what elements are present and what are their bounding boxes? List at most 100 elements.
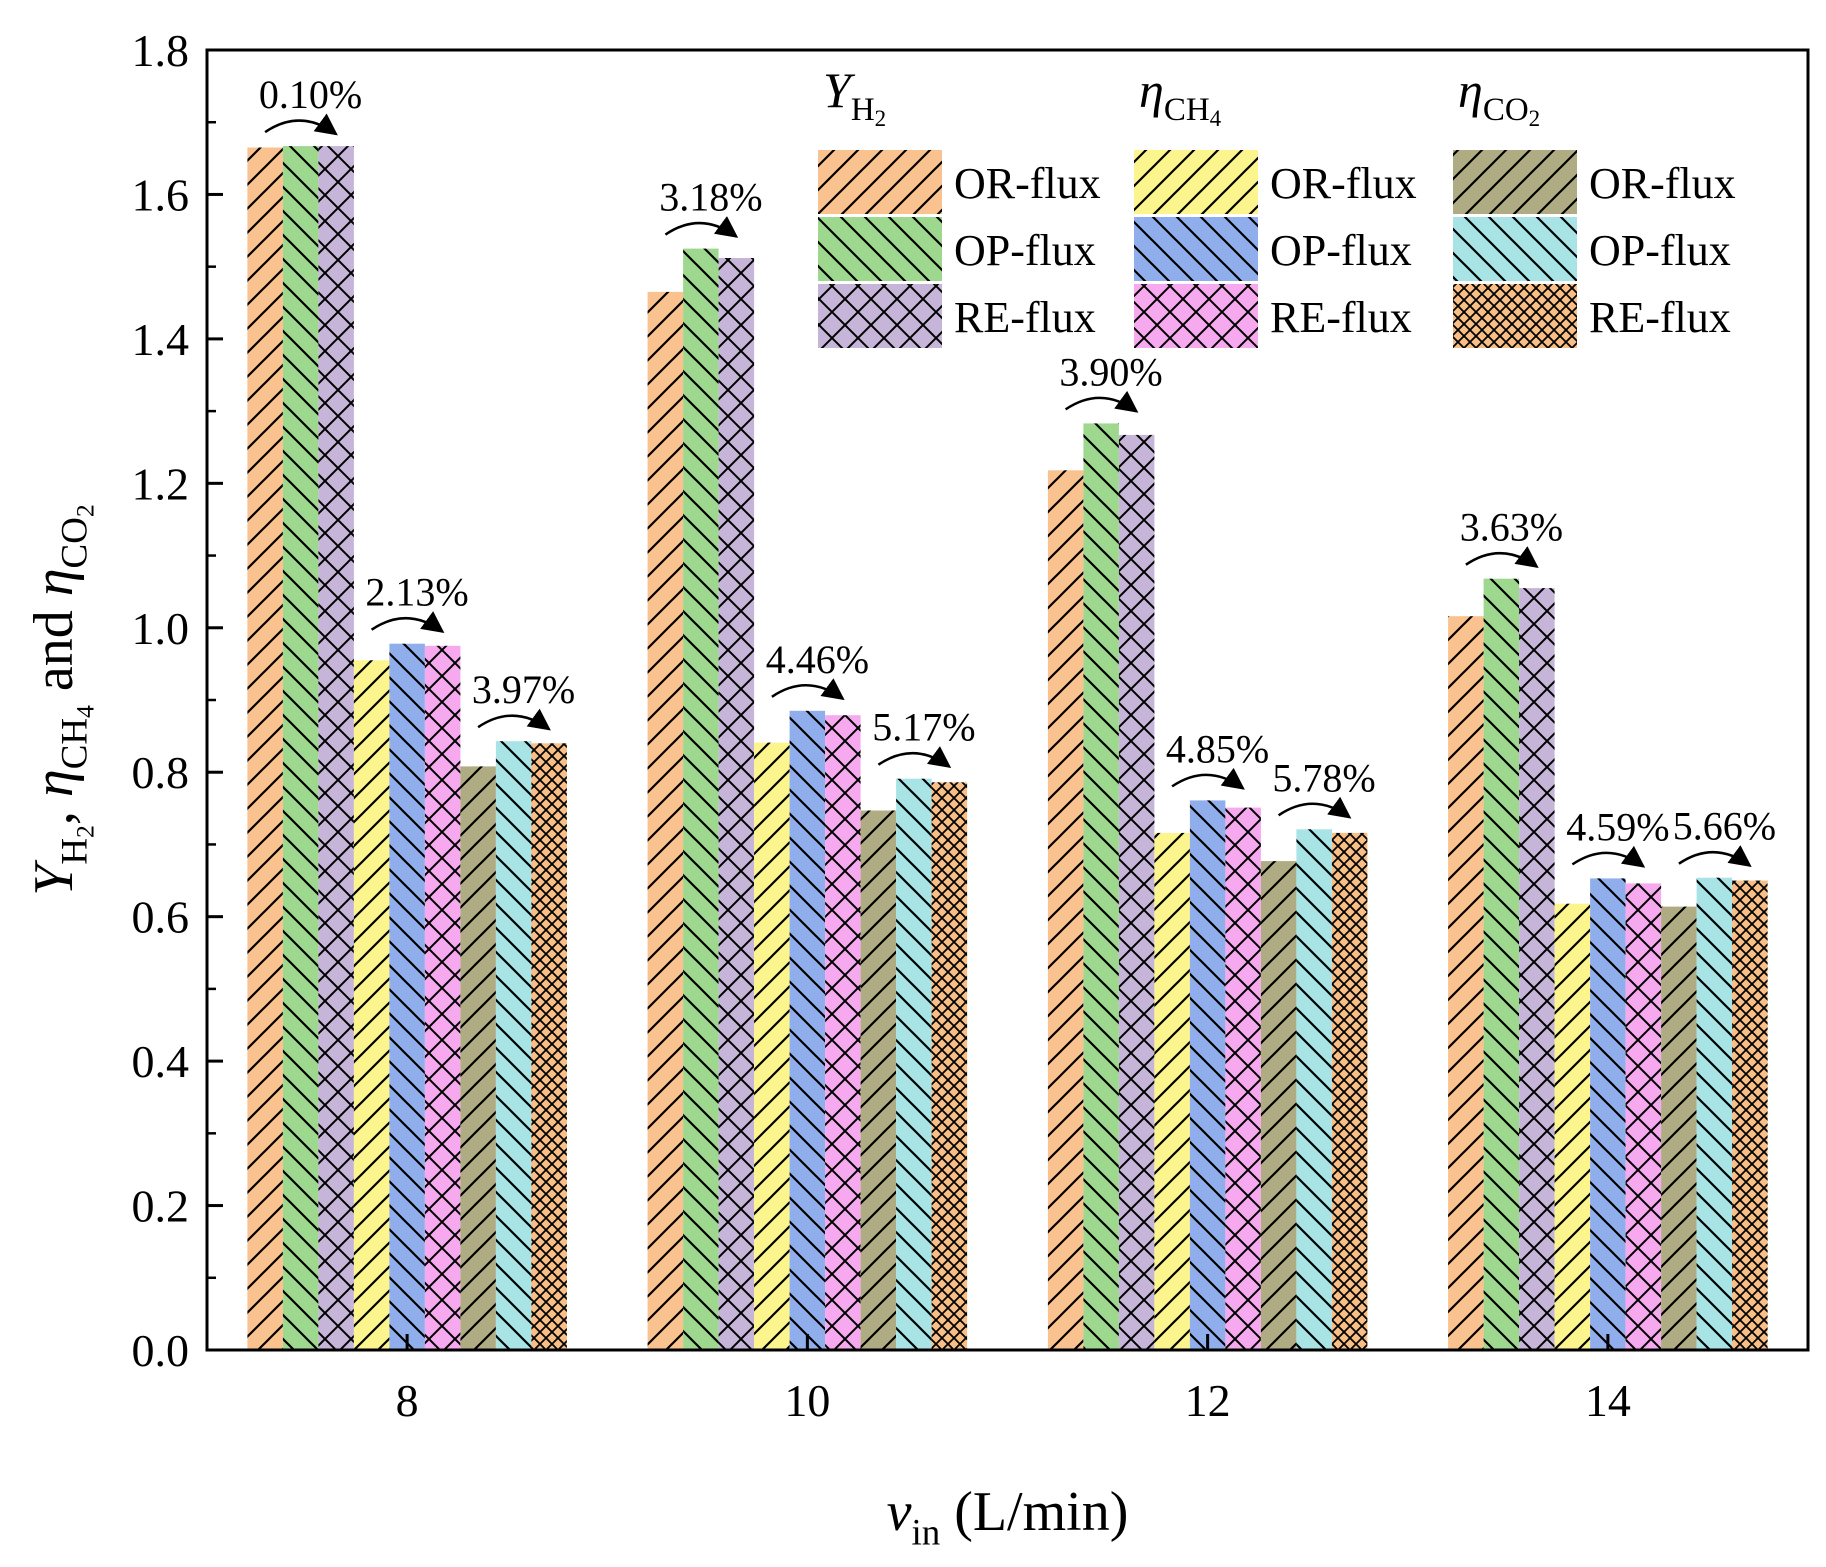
bar-Y-OR-flux-8: [247, 147, 283, 1350]
bar-Y-RE-flux-10: [718, 258, 755, 1350]
x-tick-label: 12: [1185, 1375, 1231, 1426]
bar-CO2-OR-flux-14: [1661, 906, 1697, 1350]
bar-CH4-OP-flux-8: [389, 643, 425, 1350]
legend-swatch-Y-RE-flux: [818, 284, 942, 348]
bar-CO2-RE-flux-12: [1331, 832, 1368, 1350]
x-axis-title: vin​ (L/min): [887, 1481, 1129, 1553]
y-axis-title: YH2, ηCH4​ and ηCO2​: [23, 504, 99, 896]
annotation-label: 4.46%: [766, 637, 869, 682]
bar-Y-OP-flux-8: [282, 146, 319, 1351]
bar-Y-OP-flux-10: [683, 248, 719, 1351]
annotation-label: 3.97%: [472, 667, 575, 712]
annotation-label: 4.59%: [1566, 804, 1669, 849]
bar-Y-OP-flux-12: [1083, 423, 1119, 1350]
bar-Y-OP-flux-14: [1483, 578, 1520, 1350]
legend-label: OP-flux: [954, 226, 1096, 275]
x-tick-label: 8: [396, 1375, 419, 1426]
bar-CO2-OP-flux-14: [1696, 877, 1733, 1350]
legend-label: OR-flux: [1589, 159, 1736, 208]
annotation-label: 3.18%: [659, 175, 762, 220]
bar-CO2-OP-flux-12: [1296, 829, 1332, 1350]
legend-swatch-Y-OR-flux: [818, 150, 942, 214]
legend-swatch-CH4-OP-flux: [1134, 217, 1258, 281]
annotation-arrow: [477, 708, 551, 731]
bars-layer: [247, 146, 1768, 1351]
annotation-label: 2.13%: [365, 570, 468, 615]
y-tick-label: 0.0: [132, 1325, 190, 1376]
y-tick-label: 0.8: [132, 747, 190, 798]
legend-swatch-CO2-RE-flux: [1453, 284, 1577, 348]
bar-CO2-OR-flux-8: [460, 766, 496, 1350]
y-tick-label: 0.6: [132, 892, 190, 943]
y-tick-label: 0.4: [132, 1036, 190, 1087]
bar-CO2-OP-flux-8: [495, 741, 532, 1350]
annotation-label: 5.78%: [1272, 755, 1375, 800]
y-tick-label: 1.4: [132, 314, 190, 365]
legend-group-title: YH2​: [823, 62, 886, 131]
annotation-arrows: 0.10% 2.13% 3.97% 3.18% 4.46%5.17% 3.90% 4.85%…: [259, 72, 1776, 868]
bar-Y-RE-flux-14: [1519, 588, 1555, 1350]
bar-CO2-RE-flux-10: [931, 782, 968, 1350]
annotation-label: 5.66%: [1673, 804, 1776, 849]
bar-CO2-OP-flux-10: [896, 778, 932, 1350]
legend-label: RE-flux: [1270, 293, 1412, 342]
legend-label: OP-flux: [1589, 226, 1731, 275]
annotation-arrow: [1277, 796, 1352, 819]
y-tick-label: 1.8: [132, 25, 190, 76]
y-tick-label: 1.6: [132, 169, 190, 220]
legend-label: OP-flux: [1270, 226, 1412, 275]
annotation-arrow: [1678, 845, 1752, 867]
y-tick-label: 0.2: [132, 1181, 190, 1232]
bar-CH4-RE-flux-10: [825, 715, 861, 1350]
legend-label: OR-flux: [1270, 159, 1417, 208]
legend-swatch-CO2-OR-flux: [1453, 150, 1577, 214]
bar-CH4-RE-flux-8: [424, 645, 461, 1350]
x-tick-label: 14: [1585, 1375, 1631, 1426]
y-tick-label: 1.0: [132, 603, 190, 654]
annotation-arrow: [877, 746, 952, 768]
annotation-arrow: [1171, 767, 1245, 790]
annotation-arrow: [771, 678, 845, 701]
legend-swatch-CO2-OP-flux: [1453, 217, 1577, 281]
legend-label: RE-flux: [1589, 293, 1731, 342]
annotation-label: 3.90%: [1059, 349, 1162, 394]
annotation-arrow: [664, 216, 739, 238]
bar-CO2-OR-flux-12: [1260, 861, 1297, 1350]
annotation-label: 4.85%: [1166, 726, 1269, 771]
bar-CH4-OP-flux-12: [1189, 800, 1226, 1350]
annotation-arrow: [264, 113, 338, 136]
axes: 0.0 0.2 0.4 0.6 0.8 1.0 1.2 1.4 1.6 1.8 8 10 12 14 vin…: [23, 25, 1810, 1553]
bar-CH4-OR-flux-12: [1154, 832, 1190, 1350]
x-tick-label: 10: [784, 1375, 830, 1426]
bar-CH4-OR-flux-8: [353, 660, 390, 1350]
legend: YH2​ OR-flux OP-flux RE-flux ηCH4​ OR-flux OP-…: [818, 62, 1736, 348]
annotation-arrow: [1465, 546, 1539, 568]
bar-Y-RE-flux-8: [318, 146, 354, 1351]
bar-Y-OR-flux-14: [1448, 616, 1484, 1350]
annotation-arrow: [1571, 845, 1646, 868]
bar-CH4-RE-flux-12: [1225, 807, 1261, 1350]
bar-CH4-RE-flux-14: [1625, 883, 1662, 1350]
legend-group-title: ηCO2​: [1458, 62, 1540, 131]
annotation-label: 5.17%: [872, 705, 975, 750]
bar-CO2-RE-flux-8: [531, 743, 567, 1350]
bar-Y-OR-flux-12: [1047, 470, 1084, 1350]
annotation-label: 0.10%: [259, 72, 362, 117]
annotation-arrow: [1064, 390, 1139, 413]
legend-swatch-Y-OP-flux: [818, 217, 942, 281]
legend-group-title: ηCH4​: [1139, 62, 1222, 131]
legend-swatch-CH4-RE-flux: [1134, 284, 1258, 348]
bar-Y-RE-flux-12: [1118, 434, 1155, 1350]
legend-swatch-CH4-OR-flux: [1134, 150, 1258, 214]
bar-CH4-OP-flux-10: [789, 710, 826, 1350]
legend-label: RE-flux: [954, 293, 1096, 342]
bar-CO2-OR-flux-10: [860, 810, 897, 1350]
bar-CH4-OR-flux-10: [754, 742, 790, 1350]
bar-Y-OR-flux-10: [647, 291, 684, 1350]
bar-CH4-OP-flux-14: [1590, 878, 1626, 1350]
annotation-label: 3.63%: [1460, 505, 1563, 550]
legend-label: OR-flux: [954, 159, 1101, 208]
bar-CH4-OR-flux-14: [1554, 903, 1591, 1350]
y-tick-label: 1.2: [132, 458, 190, 509]
